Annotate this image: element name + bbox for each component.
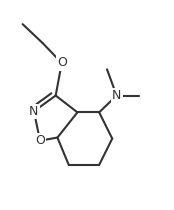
Text: N: N [29,105,39,118]
Text: O: O [57,56,67,70]
Text: N: N [112,89,121,102]
Text: O: O [35,134,45,147]
